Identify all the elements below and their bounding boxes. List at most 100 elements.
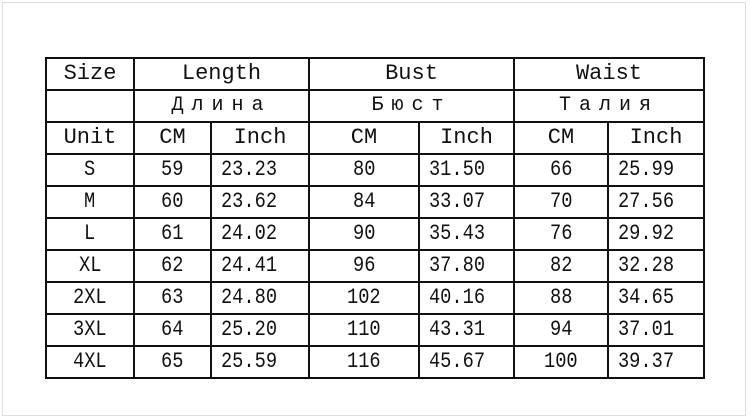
cell-value: 23.62 <box>220 189 278 214</box>
cm-cell: 76 <box>513 217 609 251</box>
inch-cell: 39.37 <box>607 345 705 379</box>
cell-value: 24.41 <box>220 253 278 278</box>
cell-value: 59 <box>161 157 184 182</box>
unit-inch: Inch <box>210 121 310 155</box>
cm-cell: 80 <box>308 153 420 187</box>
length-header-ru: Длина <box>133 89 310 123</box>
inch-cell: 34.65 <box>607 281 705 315</box>
inch-cell: 24.80 <box>210 281 310 315</box>
size-chart-table: Size Length Bust Waist Длина Бюст Талия … <box>45 57 705 379</box>
size-cell: 2XL <box>45 281 135 315</box>
cell-value: 65 <box>161 349 184 374</box>
cell-value: 39.37 <box>617 349 675 374</box>
cm-cell: 102 <box>308 281 420 315</box>
unit-inch: Inch <box>607 121 705 155</box>
cell-value: 37.01 <box>617 317 675 342</box>
cell-value: 61 <box>161 221 184 246</box>
cell-value: 102 <box>347 285 381 310</box>
cm-cell: 116 <box>308 345 420 379</box>
unit-label: Unit <box>45 121 135 155</box>
cm-cell: 65 <box>133 345 212 379</box>
cm-cell: 61 <box>133 217 212 251</box>
size-cell: L <box>45 217 135 251</box>
inch-cell: 43.31 <box>418 313 515 347</box>
cell-value: 25.99 <box>617 157 675 182</box>
cm-cell: 63 <box>133 281 212 315</box>
cm-cell: 110 <box>308 313 420 347</box>
cm-cell: 62 <box>133 249 212 283</box>
cell-value: 40.16 <box>428 285 486 310</box>
size-cell: M <box>45 185 135 219</box>
cell-value: 88 <box>549 285 573 310</box>
cell-value: 100 <box>544 349 578 374</box>
cell-value: 62 <box>161 253 184 278</box>
cm-cell: 88 <box>513 281 609 315</box>
inch-cell: 45.67 <box>418 345 515 379</box>
inch-cell: 37.80 <box>418 249 515 283</box>
table-row: L 61 24.02 90 35.43 76 29.92 <box>45 217 705 251</box>
table-row: 4XL 65 25.59 116 45.67 100 39.37 <box>45 345 705 379</box>
cell-value: 110 <box>347 317 381 342</box>
russian-header-row: Длина Бюст Талия <box>45 89 705 123</box>
length-header: Length <box>133 57 310 91</box>
cell-value: 60 <box>161 189 184 214</box>
table-row: 2XL 63 24.80 102 40.16 88 34.65 <box>45 281 705 315</box>
cell-value: 25.59 <box>220 349 278 374</box>
bust-header-ru: Бюст <box>308 89 515 123</box>
cell-value: 34.65 <box>617 285 675 310</box>
inch-cell: 31.50 <box>418 153 515 187</box>
waist-header-ru: Талия <box>513 89 705 123</box>
cell-value: 70 <box>549 189 573 214</box>
image-frame <box>2 2 746 416</box>
cell-value: 35.43 <box>428 221 486 246</box>
cm-cell: 66 <box>513 153 609 187</box>
cm-cell: 96 <box>308 249 420 283</box>
cm-cell: 90 <box>308 217 420 251</box>
inch-cell: 23.62 <box>210 185 310 219</box>
table-row: S 59 23.23 80 31.50 66 25.99 <box>45 153 705 187</box>
cell-value: 32.28 <box>617 253 675 278</box>
inch-cell: 29.92 <box>607 217 705 251</box>
cell-value: 33.07 <box>428 189 486 214</box>
table-row: M 60 23.62 84 33.07 70 27.56 <box>45 185 705 219</box>
size-value: 3XL <box>73 317 107 342</box>
inch-cell: 27.56 <box>607 185 705 219</box>
cell-value: 45.67 <box>428 349 486 374</box>
inch-cell: 33.07 <box>418 185 515 219</box>
cell-value: 96 <box>352 253 376 278</box>
cell-value: 27.56 <box>617 189 675 214</box>
cell-value: 37.80 <box>428 253 486 278</box>
cm-cell: 82 <box>513 249 609 283</box>
inch-cell: 37.01 <box>607 313 705 347</box>
cm-cell: 64 <box>133 313 212 347</box>
inch-cell: 23.23 <box>210 153 310 187</box>
size-value: XL <box>78 253 102 278</box>
table-row: XL 62 24.41 96 37.80 82 32.28 <box>45 249 705 283</box>
unit-inch: Inch <box>418 121 515 155</box>
bust-header: Bust <box>308 57 515 91</box>
cell-value: 23.23 <box>220 157 278 182</box>
waist-header: Waist <box>513 57 705 91</box>
size-value: L <box>84 221 96 246</box>
inch-cell: 25.20 <box>210 313 310 347</box>
cell-value: 84 <box>352 189 376 214</box>
header-row: Size Length Bust Waist <box>45 57 705 91</box>
cell-value: 80 <box>352 157 376 182</box>
table-row: 3XL 64 25.20 110 43.31 94 37.01 <box>45 313 705 347</box>
cell-value: 76 <box>549 221 573 246</box>
unit-cm: CM <box>133 121 212 155</box>
size-header: Size <box>45 57 135 91</box>
cm-cell: 70 <box>513 185 609 219</box>
cell-value: 25.20 <box>220 317 278 342</box>
cm-cell: 100 <box>513 345 609 379</box>
cell-value: 29.92 <box>617 221 675 246</box>
cell-value: 31.50 <box>428 157 486 182</box>
inch-cell: 35.43 <box>418 217 515 251</box>
cm-cell: 59 <box>133 153 212 187</box>
inch-cell: 25.99 <box>607 153 705 187</box>
cell-value: 24.02 <box>220 221 278 246</box>
unit-row: Unit CM Inch CM Inch CM Inch <box>45 121 705 155</box>
cell-value: 64 <box>161 317 184 342</box>
cm-cell: 84 <box>308 185 420 219</box>
cm-cell: 60 <box>133 185 212 219</box>
